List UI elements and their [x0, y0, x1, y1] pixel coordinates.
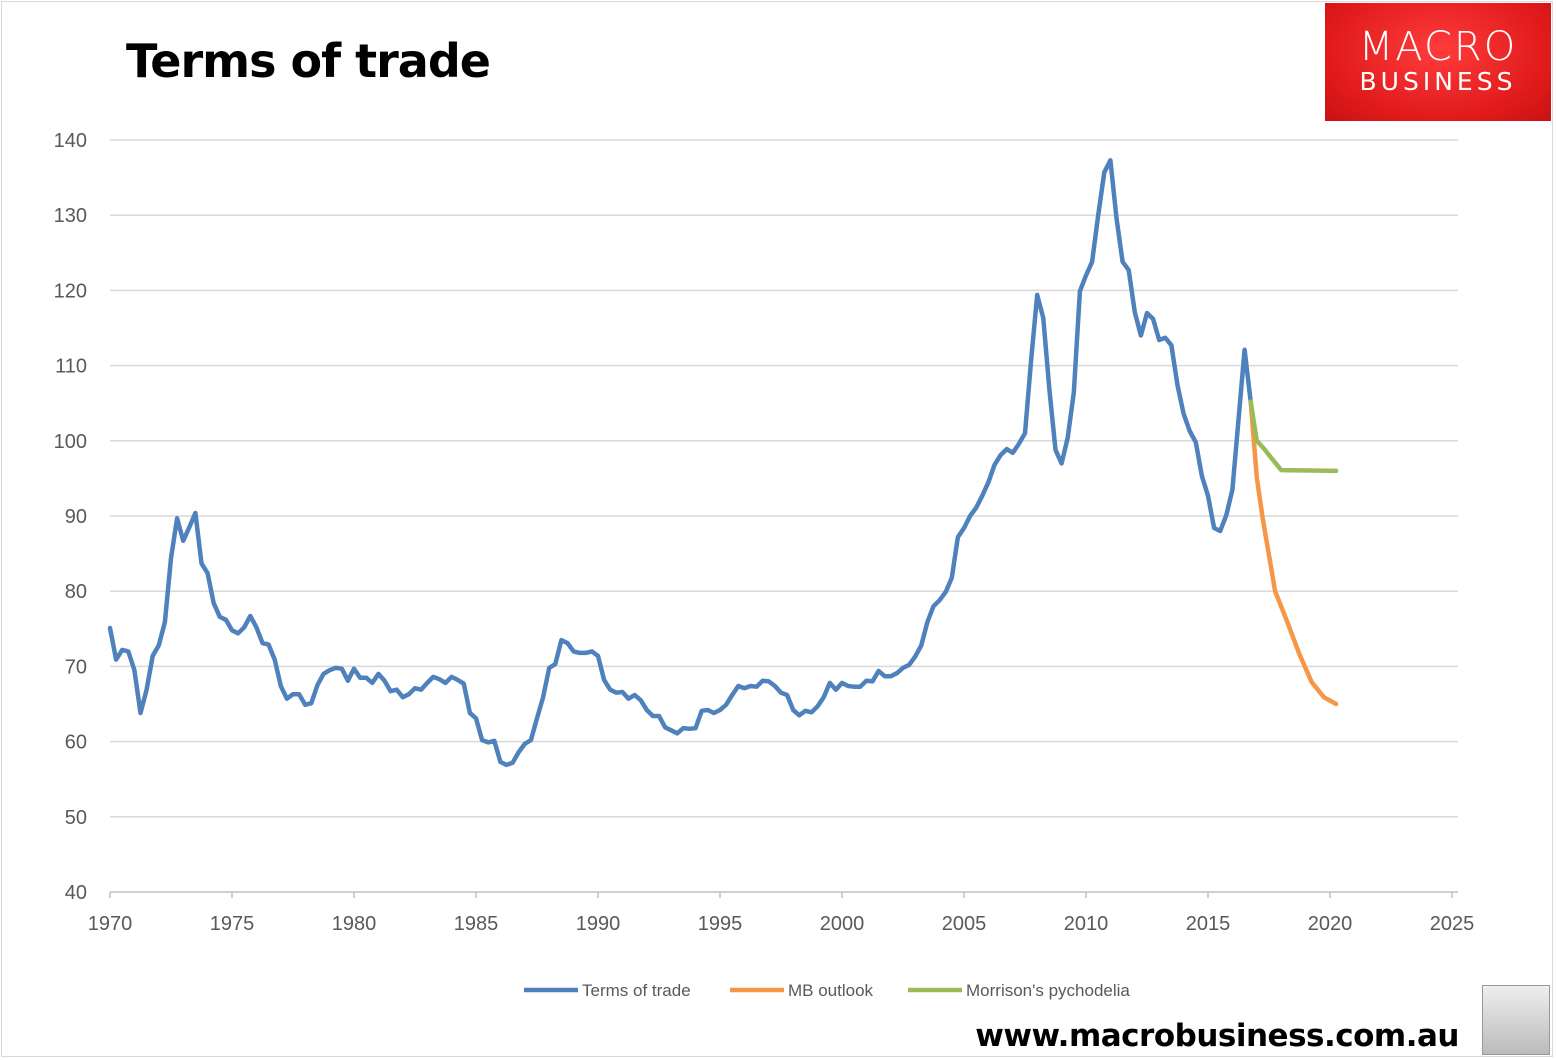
- logo-line1: MACRO: [1358, 24, 1518, 70]
- y-tick-label: 130: [54, 205, 87, 227]
- y-tick-label: 110: [55, 356, 87, 378]
- x-tick-label: 1995: [698, 913, 743, 935]
- fox-icon: [1482, 985, 1550, 1055]
- x-tick-label: 2015: [1186, 913, 1231, 935]
- x-tick-label: 1970: [88, 913, 133, 935]
- y-tick-label: 50: [65, 807, 87, 829]
- y-tick-label: 140: [54, 130, 87, 152]
- series-line-terms-of-trade: [107, 158, 1253, 768]
- y-tick-label: 90: [65, 506, 87, 528]
- series-line-mb-outlook: [1248, 399, 1339, 707]
- x-tick-label: 1990: [576, 913, 621, 935]
- series-line-morrison-s-pychodelia: [1248, 399, 1339, 474]
- y-tick-label: 100: [54, 431, 87, 453]
- x-tick-label: 1985: [454, 913, 499, 935]
- y-tick-label: 40: [65, 882, 87, 904]
- legend-label: MB outlook: [788, 981, 874, 1000]
- website-url: www.macrobusiness.com.au: [975, 1018, 1459, 1054]
- y-tick-label: 60: [65, 732, 87, 754]
- y-tick-label: 120: [54, 280, 87, 302]
- x-tick-label: 2010: [1064, 913, 1109, 935]
- x-tick-label: 1975: [210, 913, 255, 935]
- x-tick-label: 2005: [942, 913, 987, 935]
- legend-label: Morrison's pychodelia: [966, 981, 1130, 1000]
- y-tick-label: 80: [65, 581, 87, 603]
- x-tick-label: 1980: [332, 913, 377, 935]
- chart-title: Terms of trade: [126, 34, 491, 88]
- macrobusiness-logo: MACRO BUSINESS: [1325, 3, 1551, 121]
- x-tick-label: 2020: [1308, 913, 1353, 935]
- logo-line2: BUSINESS: [1359, 67, 1517, 96]
- y-tick-label: 70: [65, 656, 87, 678]
- x-tick-label: 2025: [1430, 913, 1475, 935]
- legend-label: Terms of trade: [582, 981, 691, 1000]
- x-tick-label: 2000: [820, 913, 865, 935]
